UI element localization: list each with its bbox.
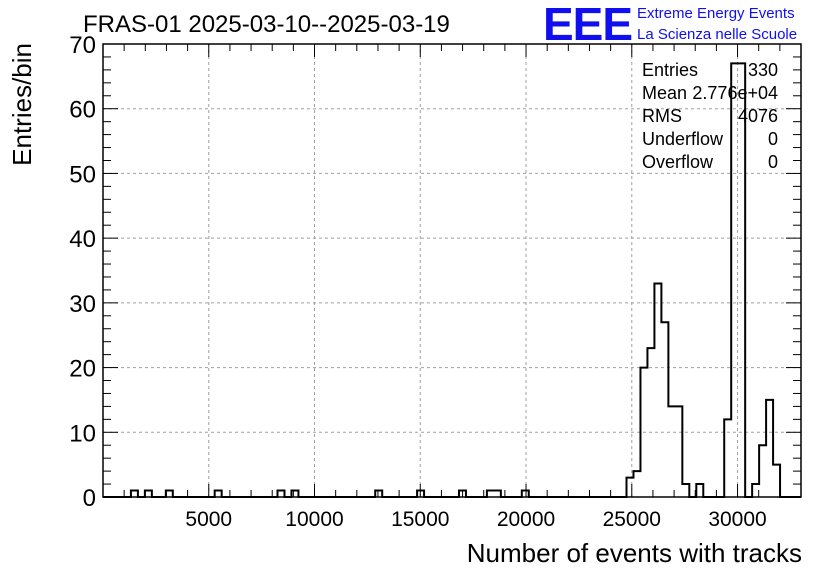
histogram-bar [724,419,731,497]
stats-value: 2.776e+04 [692,83,778,103]
stats-label: Mean [642,83,687,103]
x-tick-label: 10000 [285,508,343,531]
histogram-bar [654,283,661,497]
histogram-bar [675,406,682,497]
histogram-bar [633,471,640,497]
y-tick-label: 60 [69,97,96,124]
y-tick-label: 70 [69,32,96,59]
stats-label: Overflow [642,152,714,172]
grid-lines [103,44,801,497]
axes [102,43,802,498]
x-axis-label: Number of events with tracks [467,538,802,568]
stats-value: 4076 [738,106,778,126]
stats-value: 0 [768,129,778,149]
eee-logo: EEE Extreme Energy Events La Scienza nel… [543,0,797,50]
x-tick-label: 5000 [185,508,232,531]
logo-line-1: Extreme Energy Events [637,5,795,22]
x-tick-label: 25000 [603,508,661,531]
stats-value: 0 [768,152,778,172]
chart-title: FRAS-01 2025-03-10--2025-03-19 [83,11,450,38]
histogram-bar [647,348,654,497]
y-tick-label: 20 [69,356,96,383]
histogram-bar [766,400,773,497]
histogram-bar [627,478,634,497]
y-tick-label: 0 [83,485,96,512]
histogram-outline [103,62,801,498]
histogram-bar [668,406,675,497]
x-tick-label: 30000 [708,508,766,531]
stats-label: Entries [642,60,698,80]
x-tick-label: 15000 [391,508,449,531]
stats-box: Entries 330 Mean 2.776e+04 RMS 4076 Underflow 0… [642,60,778,172]
stats-label: RMS [642,106,682,126]
y-axis-label: Entries/bin [7,43,37,166]
y-tick-label: 50 [69,161,96,188]
plot-frame [102,43,802,498]
histogram-bar [696,484,703,497]
y-tick-label: 30 [69,291,96,318]
histogram-bar [759,445,766,497]
histogram-series [103,62,801,498]
histogram-bar [752,484,759,497]
y-tick-label: 40 [69,226,96,253]
histogram-bar [661,322,668,497]
x-axis-ticks: 5000 10000 15000 20000 25000 30000 [123,44,781,531]
histogram-bar [773,465,780,497]
stats-value: 330 [748,60,778,80]
y-tick-label: 10 [69,420,96,447]
logo-line-2: La Scienza nelle Scuole [637,26,797,43]
histogram-bar [682,484,689,497]
eee-logo-mark: EEE [543,0,632,50]
x-tick-label: 20000 [497,508,555,531]
y-axis-ticks: 0 10 20 30 40 50 60 70 [69,32,801,512]
stats-label: Underflow [642,129,724,149]
